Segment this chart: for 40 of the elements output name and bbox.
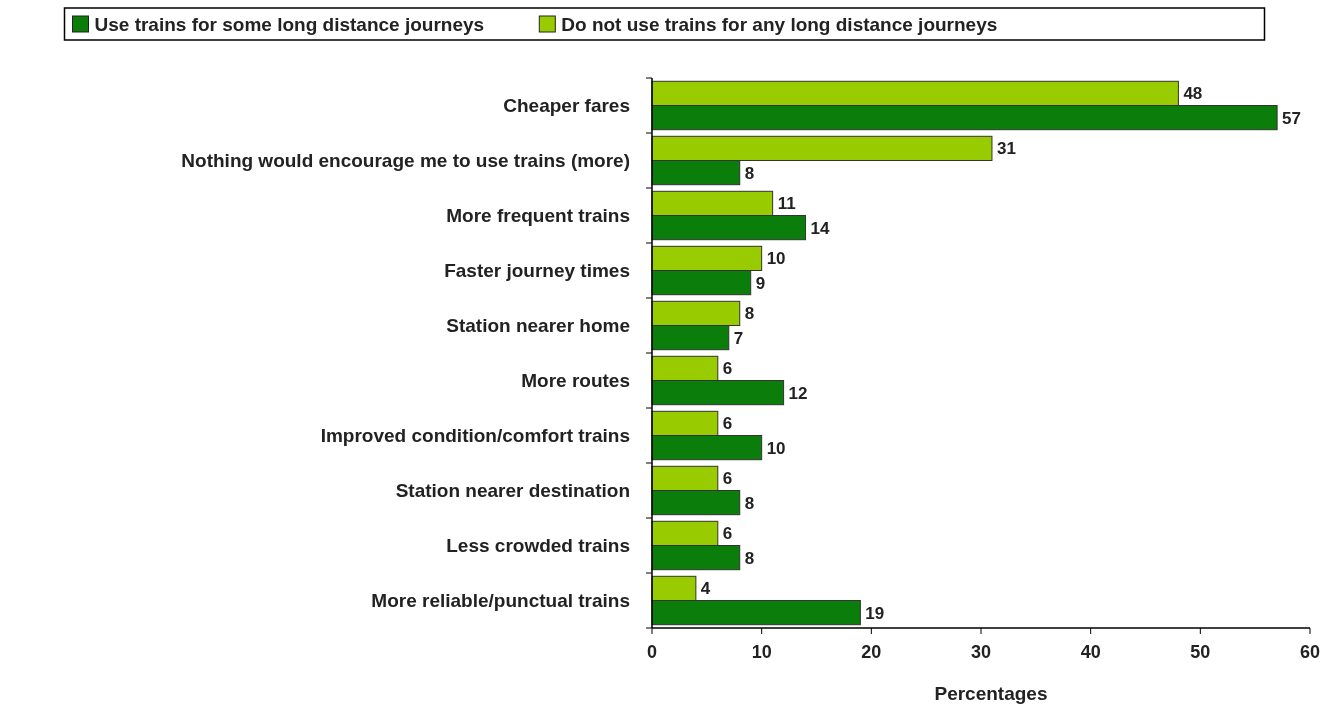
y-tick-label: More routes	[521, 370, 630, 392]
x-tick-label: 20	[861, 642, 882, 662]
x-tick-label: 40	[1080, 642, 1101, 662]
legend-label: Do not use trains for any long distance journeys	[561, 13, 998, 35]
y-tick-label: More frequent trains	[446, 205, 630, 227]
data-label: 8	[744, 548, 755, 568]
y-tick-label: Station nearer home	[446, 315, 630, 337]
data-label: 31	[996, 139, 1016, 159]
data-label: 6	[722, 414, 733, 434]
data-label: 6	[722, 524, 733, 544]
y-tick-label: Nothing would encourage me to use trains (more)	[181, 150, 630, 172]
x-tick-label: 30	[970, 642, 992, 662]
y-tick-label: Cheaper fares	[503, 95, 630, 117]
data-label: 4	[700, 579, 711, 599]
y-tick-label: Station nearer destination	[395, 480, 630, 502]
y-tick-label: Less crowded trains	[446, 535, 630, 557]
data-label: 8	[744, 163, 755, 183]
data-label: 12	[788, 383, 808, 403]
data-label: 48	[1183, 84, 1203, 104]
data-label: 9	[755, 273, 766, 293]
x-tick-label: 50	[1190, 642, 1211, 662]
data-label: 11	[777, 194, 796, 214]
y-tick-label: Faster journey times	[444, 260, 630, 282]
data-label: 19	[865, 603, 885, 623]
data-label: 10	[766, 438, 786, 458]
data-label: 6	[722, 359, 733, 379]
y-tick-label: More reliable/punctual trains	[371, 590, 630, 612]
data-label: 8	[744, 304, 755, 324]
y-tick-label: Improved condition/comfort trains	[320, 425, 630, 447]
data-label: 10	[766, 249, 786, 269]
data-label: 57	[1282, 108, 1302, 128]
data-label: 14	[810, 218, 830, 238]
data-label: 6	[722, 469, 733, 489]
legend-label: Use trains for some long distance journeys	[94, 13, 485, 35]
data-label: 7	[733, 328, 744, 348]
data-label: 8	[744, 493, 755, 513]
x-tick-label: 10	[751, 642, 772, 662]
x-axis-title: Percentages	[934, 683, 1048, 704]
x-tick-label: 0	[646, 642, 658, 662]
x-tick-label: 60	[1299, 642, 1321, 662]
